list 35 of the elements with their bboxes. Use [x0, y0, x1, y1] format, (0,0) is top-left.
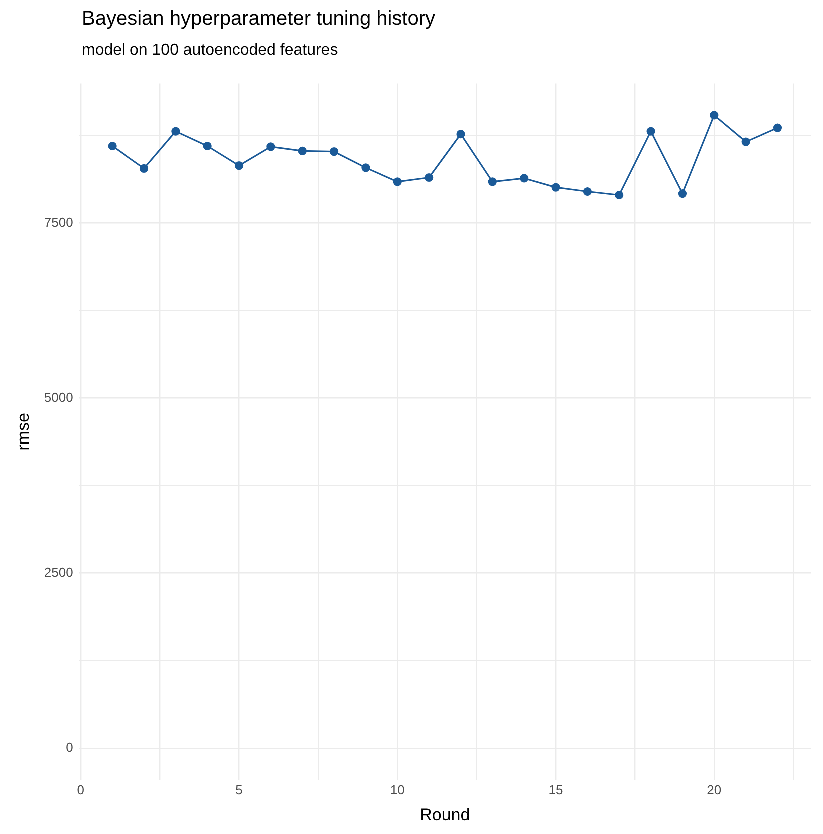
point — [456, 130, 466, 139]
point — [234, 162, 244, 170]
x-tick-label: 5 — [236, 782, 243, 798]
point — [710, 111, 719, 120]
x-tick-label: 0 — [77, 782, 85, 798]
y-axis-title: rmse — [14, 413, 33, 451]
x-tick-label: 15 — [548, 782, 564, 798]
point — [742, 138, 750, 146]
point — [678, 190, 688, 198]
point — [425, 173, 434, 182]
y-tick-label: 5000 — [44, 390, 74, 405]
chart-title: Bayesian hyperparameter tuning history — [82, 8, 436, 31]
point — [552, 183, 560, 192]
point — [298, 146, 307, 156]
point — [646, 127, 656, 136]
point — [266, 142, 276, 152]
y-tick-label: 2500 — [44, 564, 74, 580]
point — [583, 187, 592, 196]
point — [615, 190, 624, 200]
chart-subtitle: model on 100 autoencoded features — [82, 42, 338, 60]
point — [140, 164, 149, 173]
x-axis-title: Round — [420, 805, 470, 824]
point — [773, 124, 782, 132]
point — [393, 178, 402, 186]
y-tick-label: 0 — [66, 740, 74, 755]
point — [520, 174, 529, 183]
x-tick-label: 20 — [707, 782, 722, 798]
point — [488, 178, 497, 186]
point — [330, 148, 339, 156]
point — [362, 164, 370, 172]
point — [172, 127, 180, 136]
point — [203, 142, 212, 151]
y-tick-label: 7500 — [44, 214, 74, 230]
x-tick-label: 10 — [390, 782, 405, 798]
point — [108, 142, 117, 151]
